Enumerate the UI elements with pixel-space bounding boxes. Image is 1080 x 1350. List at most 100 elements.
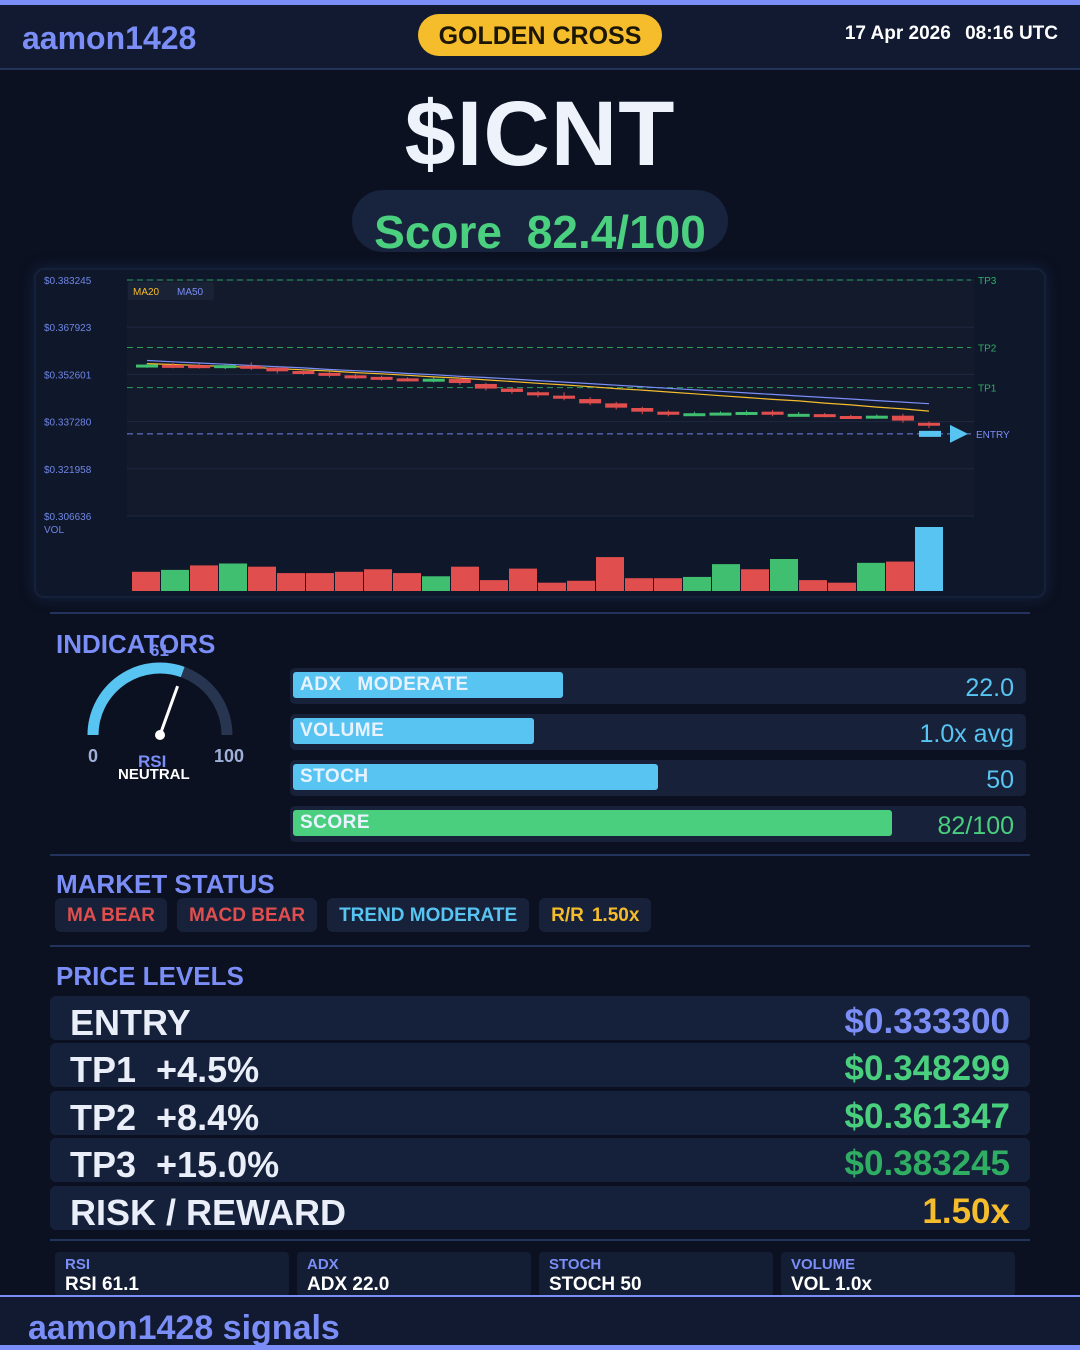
divider [50, 854, 1030, 856]
divider [50, 945, 1030, 947]
adx-value: 22.0 [965, 674, 1014, 702]
candle-body [735, 411, 758, 415]
stat-card-stoch: STOCH STOCH 50 [539, 1252, 773, 1296]
candle-body [761, 411, 784, 415]
candle-body [579, 399, 602, 404]
candle-body [136, 364, 158, 368]
candle-body [891, 415, 914, 421]
volume-bar [625, 578, 653, 591]
chip-trend-moderate: TREND MODERATE [327, 898, 530, 932]
candle-body [162, 364, 185, 368]
level-label: ENTRY [70, 1002, 191, 1043]
candle-body [188, 365, 211, 369]
volume-bar [857, 562, 885, 591]
divider [50, 1239, 1030, 1241]
date-text: 17 Apr 2026 [844, 23, 951, 44]
candle-body [813, 414, 836, 418]
candle-body [631, 407, 654, 412]
chip-ma-bear: MA BEAR [55, 898, 167, 932]
rsi-gauge-fill [87, 662, 185, 736]
candle-body [396, 378, 419, 382]
candle-body [709, 412, 732, 416]
volume-bar [683, 576, 711, 591]
level-row-tp1: TP1 +4.5% $0.348299 [50, 1043, 1030, 1090]
rsi-gauge-track [87, 662, 233, 736]
chip-macd-bear: MACD BEAR [176, 898, 318, 932]
volume-name: VOLUME [300, 720, 385, 741]
stat-card-adx: ADX ADX 22.0 [297, 1252, 531, 1296]
volume-bar [567, 580, 595, 591]
candle-body [422, 378, 445, 382]
level-label: TP3 [70, 1144, 137, 1185]
footer-bar: aamon1428 signals [0, 1295, 1080, 1350]
volume-bar [161, 569, 189, 591]
y-tick-label: $0.367923 [44, 323, 92, 334]
chip-risk-reward: R/R 1.50x [539, 898, 652, 932]
volume-value: 1.0x avg [919, 720, 1014, 748]
stoch-name: STOCH [300, 766, 369, 787]
rsi-gauge: 61 0 100 RSI NEUTRAL [80, 640, 250, 790]
chip-text-value: 1.50x [591, 905, 640, 926]
rsi-state: NEUTRAL [118, 766, 190, 783]
candle-body [683, 413, 706, 417]
timestamp: 17 Apr 2026 08:16 UTC [845, 23, 1058, 45]
volume-bar [132, 571, 160, 591]
score-bar: SCORE 82/100 [290, 806, 1026, 842]
volume-bar [509, 568, 537, 591]
volume-bar [306, 573, 334, 591]
entry-marker [919, 430, 941, 437]
level-price: $0.348299 [844, 1049, 1010, 1088]
level-name: TP3 +15.0% [70, 1144, 279, 1186]
legend-ma20: MA20 [133, 287, 160, 298]
price-chart: $0.383245 $0.367923 $0.352601 $0.337280 $0.3… [34, 268, 1046, 598]
volume-bar [393, 573, 421, 591]
candle-body [657, 411, 680, 415]
rsi-needle-hub [155, 730, 165, 740]
indicators-title: INDICATORS [56, 629, 216, 659]
level-label: TP1 [70, 1049, 137, 1090]
level-label-tp3: TP3 [978, 276, 997, 287]
stat-card-rsi: RSI RSI 61.1 [55, 1252, 289, 1296]
volume-bar [741, 569, 769, 591]
stoch-bar-fill [293, 764, 658, 790]
y-tick-label: $0.306636 [44, 512, 92, 523]
level-pct: +8.4% [156, 1097, 260, 1138]
adx-name: ADX [300, 674, 342, 695]
rsi-max-label: 100 [214, 746, 244, 766]
chart-svg: $0.383245 $0.367923 $0.352601 $0.337280 $0.3… [44, 276, 1010, 591]
level-price: $0.333300 [844, 1002, 1010, 1041]
volume-bar [886, 561, 914, 591]
ticker-symbol: $ICNT [404, 83, 676, 185]
stoch-bar: STOCH 50 [290, 760, 1026, 796]
level-price: $0.361347 [844, 1097, 1010, 1136]
volume-bar [335, 571, 363, 591]
volume-bar [277, 573, 305, 591]
stoch-bar-label: STOCH [300, 766, 369, 788]
level-price: 1.50x [922, 1192, 1010, 1231]
volume-label: VOL [44, 525, 64, 536]
level-row-tp2: TP2 +8.4% $0.361347 [50, 1091, 1030, 1138]
candle-body [214, 365, 237, 369]
time-text: 08:16 UTC [965, 23, 1058, 44]
rsi-value-label: 61 [150, 641, 169, 660]
candle-body [240, 365, 263, 369]
volume-bar [538, 582, 566, 591]
candle-body [344, 375, 367, 379]
score-value: 82.4/100 [526, 206, 706, 252]
entry-arrow-icon [950, 424, 968, 443]
candle-body [787, 413, 810, 417]
chart-legend [128, 282, 214, 300]
volume-bar [712, 564, 740, 591]
level-row-risk-reward: RISK / REWARD 1.50x [50, 1186, 1030, 1233]
stat-label: ADX [307, 1256, 339, 1273]
level-label: TP2 [70, 1097, 137, 1138]
adx-bar: ADX MODERATE 22.0 [290, 668, 1026, 704]
y-tick-label: $0.352601 [44, 370, 92, 381]
level-label-tp2: TP2 [978, 343, 997, 354]
chart-plot-area [127, 280, 974, 516]
rsi-min-label: 0 [88, 746, 98, 766]
level-pct: +4.5% [156, 1049, 260, 1090]
adx-bar-fill [293, 672, 563, 698]
level-label-entry: ENTRY [976, 430, 1010, 441]
volume-bar [799, 580, 827, 591]
